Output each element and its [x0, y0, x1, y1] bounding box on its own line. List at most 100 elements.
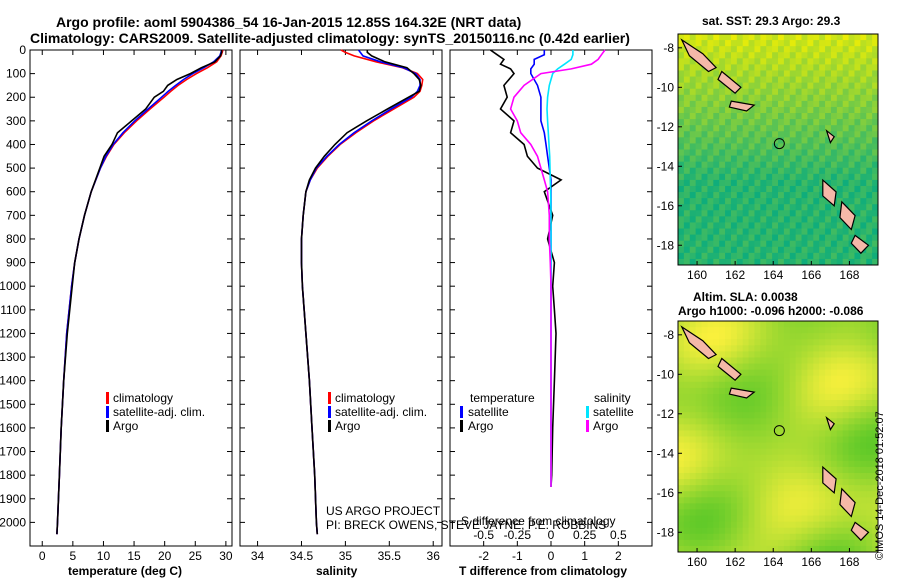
map-cell — [825, 173, 832, 181]
map-cell — [766, 113, 773, 120]
map-cell — [748, 185, 756, 193]
map-cell — [736, 173, 744, 181]
map-cell — [683, 393, 691, 401]
map-cell — [754, 460, 761, 468]
map-cell — [748, 137, 756, 145]
map-cell — [766, 185, 773, 193]
map-cell — [836, 46, 844, 53]
map-cell — [778, 393, 785, 401]
map-cell — [713, 460, 720, 468]
map-cell — [772, 88, 779, 96]
map-cell — [789, 521, 797, 529]
map-cell — [766, 64, 773, 72]
map-cell — [760, 327, 767, 334]
map-cell — [760, 430, 767, 438]
map-cell — [848, 100, 856, 108]
map-cell — [825, 436, 832, 444]
map-cell — [778, 100, 785, 108]
map-cell — [842, 34, 850, 41]
map-cell — [825, 258, 832, 265]
map-cell — [725, 143, 732, 151]
map-cell — [760, 503, 767, 511]
map-cell — [701, 503, 709, 511]
map-cell — [689, 106, 697, 114]
map-cell — [707, 521, 714, 529]
map-cell — [848, 406, 856, 413]
map-cell — [730, 131, 738, 138]
map-cell — [825, 363, 832, 371]
map-cell — [807, 179, 814, 187]
map-cell — [701, 406, 709, 413]
map-cell — [695, 252, 703, 260]
map-cell — [842, 125, 850, 132]
map-cell — [848, 424, 856, 432]
map-cell — [742, 119, 750, 126]
map-cell — [719, 258, 726, 265]
map-cell — [754, 436, 761, 444]
map-x-tick-label: 160 — [687, 555, 707, 569]
map-cell — [701, 472, 709, 480]
map-cell — [789, 497, 797, 504]
map-cell — [819, 509, 826, 517]
map-cell — [795, 460, 803, 468]
map-cell — [683, 436, 691, 444]
map-cell — [683, 113, 691, 120]
map-cell — [678, 149, 685, 157]
legend-label-s-argo: Argo — [593, 419, 619, 433]
map-cell — [689, 363, 697, 371]
legend-swatch-satellite — [328, 406, 331, 418]
map-cell — [866, 472, 873, 480]
map-cell — [707, 430, 714, 438]
map-cell — [872, 333, 878, 340]
map-cell — [725, 252, 732, 260]
map-cell — [689, 527, 697, 535]
map-cell — [819, 40, 826, 47]
map-cell — [766, 406, 773, 413]
map-cell — [742, 70, 750, 78]
map-cell — [778, 228, 785, 236]
map-cell — [842, 363, 850, 371]
map-cell — [789, 185, 797, 193]
map-cell — [713, 339, 720, 346]
map-cell — [789, 40, 797, 47]
map-cell — [778, 545, 785, 552]
map-cell — [795, 46, 803, 53]
map-cell — [742, 131, 750, 138]
map-cell — [707, 466, 714, 474]
map-cell — [713, 173, 720, 181]
map-cell — [866, 185, 873, 193]
map-cell — [772, 521, 779, 529]
map-cell — [742, 143, 750, 151]
map-cell — [866, 234, 873, 242]
map-cell — [683, 94, 691, 102]
map-cell — [760, 460, 767, 468]
map-cell — [866, 240, 873, 248]
map-cell — [872, 70, 878, 78]
map-cell — [719, 375, 726, 383]
map-cell — [801, 509, 809, 517]
map-cell — [678, 179, 685, 187]
map-cell — [772, 94, 779, 102]
map-cell — [730, 400, 738, 407]
map-cell — [836, 460, 844, 468]
map-cell — [842, 149, 850, 157]
map-cell — [848, 46, 856, 53]
map-cell — [754, 246, 761, 254]
map-cell — [789, 345, 797, 352]
map-cell — [789, 333, 797, 340]
legend-label-satellite: satellite-adj. clim. — [335, 405, 427, 419]
map-cell — [736, 204, 744, 211]
map-cell — [825, 466, 832, 474]
map-cell — [772, 454, 779, 462]
map-cell — [813, 179, 820, 187]
map-cell — [807, 521, 814, 529]
map-cell — [783, 58, 791, 65]
map-cell — [778, 252, 785, 260]
map-cell — [825, 222, 832, 230]
map-cell — [713, 88, 720, 96]
map-cell — [789, 321, 797, 328]
map-cell — [860, 503, 867, 511]
map-cell — [730, 363, 738, 371]
map-cell — [713, 179, 720, 187]
map-cell — [754, 533, 761, 541]
